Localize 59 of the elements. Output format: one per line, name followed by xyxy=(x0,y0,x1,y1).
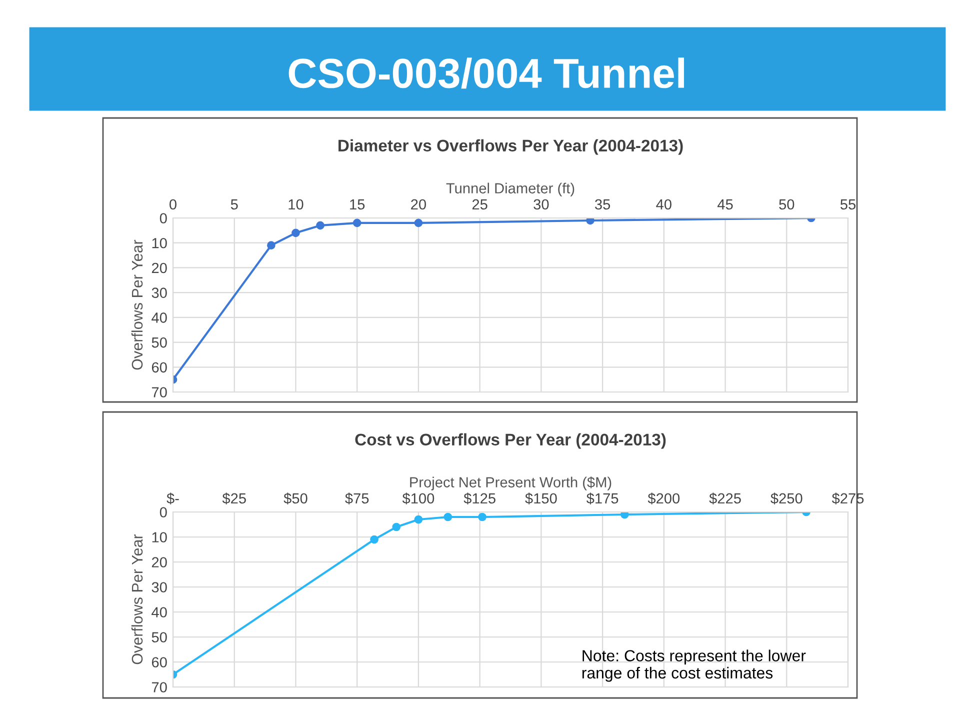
point xyxy=(370,535,378,544)
y-tick-label: 40 xyxy=(152,312,167,323)
x-tick-label: 15 xyxy=(350,199,365,210)
x-tick-label: $125 xyxy=(464,492,496,504)
x-tick-label: 0 xyxy=(170,199,176,210)
x-tick-label: $- xyxy=(166,492,179,504)
x-tick-label: 45 xyxy=(718,199,733,210)
x-tick-label: 5 xyxy=(230,199,238,210)
y-tick-label: 50 xyxy=(152,337,167,348)
x-tick-label: $175 xyxy=(586,492,618,504)
x-tick-label: $50 xyxy=(284,492,308,504)
chart-title: Diameter vs Overflows Per Year (2004-2013) xyxy=(338,139,683,155)
annotation: Note: Costs represent the lower range of the cost estimates xyxy=(582,650,806,682)
y-tick-label: 20 xyxy=(152,262,167,274)
point xyxy=(478,512,486,522)
x-tick-label: $25 xyxy=(222,492,246,504)
x-tick-label: $100 xyxy=(402,492,434,504)
y-tick-label: 30 xyxy=(152,288,167,298)
y-tick-label: 50 xyxy=(152,632,167,642)
point xyxy=(620,512,629,519)
x-tick-label: $200 xyxy=(648,492,680,504)
x-tick-label: 10 xyxy=(288,199,304,210)
x-tick-label: $225 xyxy=(709,492,741,504)
y-tick-label: 0 xyxy=(160,507,167,518)
point xyxy=(316,221,324,230)
x-tick-label: 55 xyxy=(840,199,856,210)
x-tick-label: $75 xyxy=(345,492,369,504)
y-tick-label: 30 xyxy=(152,582,167,592)
chart-title: Cost vs Overflows Per Year (2004-2013) xyxy=(355,433,666,449)
point xyxy=(444,512,452,522)
x-axis-title: Project Net Present Worth ($M) xyxy=(410,476,612,490)
y-axis-title: Overflows Per Year xyxy=(131,240,143,370)
point xyxy=(414,515,423,524)
x-tick-label: 25 xyxy=(472,199,488,210)
x-tick-label: $250 xyxy=(770,492,802,504)
x-tick-label: 35 xyxy=(594,199,610,210)
x-tick-label: 50 xyxy=(779,199,794,210)
x-tick-label: 30 xyxy=(534,199,549,210)
y-tick-label: 70 xyxy=(152,387,167,398)
y-tick-label: 0 xyxy=(160,213,167,224)
y-tick-label: 60 xyxy=(152,362,167,373)
x-axis-title: Tunnel Diameter (ft) xyxy=(446,182,574,196)
text: CSO-003/004 Tunnel xyxy=(288,58,684,89)
point xyxy=(586,218,594,225)
y-tick-label: 60 xyxy=(152,657,167,668)
x-tick-label: $150 xyxy=(525,492,557,504)
y-tick-label: 10 xyxy=(152,238,167,248)
y-tick-label: 40 xyxy=(152,607,167,618)
x-tick-label: 20 xyxy=(411,199,426,210)
point xyxy=(392,522,401,532)
y-tick-label: 20 xyxy=(152,557,167,568)
point xyxy=(267,241,276,250)
x-tick-label: 40 xyxy=(656,199,672,210)
y-tick-label: 10 xyxy=(152,532,167,542)
y-axis-title: Overflows Per Year xyxy=(131,534,143,664)
y-tick-label: 70 xyxy=(152,682,167,692)
point xyxy=(414,218,423,228)
point xyxy=(292,228,300,238)
point xyxy=(352,218,362,228)
